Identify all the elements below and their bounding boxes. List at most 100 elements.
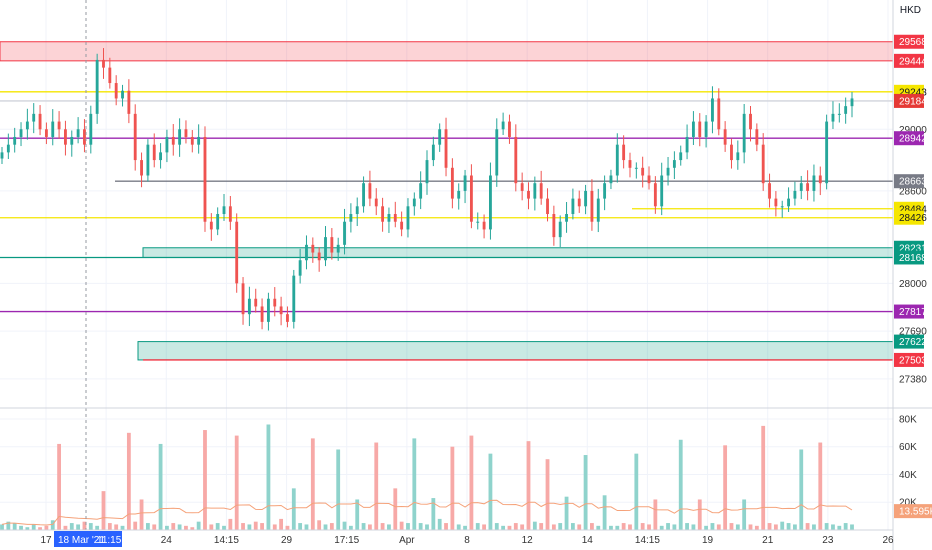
candle-body[interactable]: [723, 129, 727, 145]
zone-rect[interactable]: [137, 341, 894, 361]
candle-body[interactable]: [0, 152, 4, 159]
candle-body[interactable]: [241, 283, 245, 315]
candle-body[interactable]: [222, 206, 226, 215]
candle-body[interactable]: [368, 183, 372, 199]
candle-body[interactable]: [76, 129, 80, 137]
candle-body[interactable]: [197, 136, 201, 145]
candle-body[interactable]: [476, 221, 480, 223]
candle-body[interactable]: [850, 98, 854, 107]
candle-body[interactable]: [844, 106, 848, 114]
candle-body[interactable]: [577, 198, 581, 207]
candle-body[interactable]: [685, 136, 689, 153]
candle-body[interactable]: [6, 144, 10, 153]
candle-body[interactable]: [171, 136, 175, 145]
candle-body[interactable]: [571, 198, 575, 215]
candle-body[interactable]: [514, 136, 518, 184]
candle-body[interactable]: [603, 183, 607, 199]
candle-body[interactable]: [44, 129, 48, 137]
candle-body[interactable]: [260, 306, 264, 322]
candle-body[interactable]: [13, 136, 17, 145]
candle-body[interactable]: [266, 298, 270, 322]
candle-body[interactable]: [165, 136, 169, 153]
candle-body[interactable]: [311, 244, 315, 253]
candle-body[interactable]: [539, 183, 543, 199]
candle-body[interactable]: [184, 129, 188, 137]
candle-body[interactable]: [209, 221, 213, 230]
candle-body[interactable]: [317, 252, 321, 261]
candle-body[interactable]: [565, 214, 568, 222]
candle-body[interactable]: [590, 190, 594, 222]
candle-body[interactable]: [152, 144, 156, 161]
candle-body[interactable]: [400, 221, 404, 230]
candle-body[interactable]: [755, 129, 759, 145]
candle-body[interactable]: [837, 113, 841, 115]
candle-body[interactable]: [343, 221, 346, 245]
candle-body[interactable]: [25, 121, 29, 130]
candle-body[interactable]: [38, 113, 42, 130]
candle-body[interactable]: [691, 121, 695, 137]
candle-body[interactable]: [558, 221, 562, 238]
candle-body[interactable]: [419, 183, 423, 199]
candle-body[interactable]: [489, 175, 492, 230]
candle-body[interactable]: [228, 206, 232, 222]
candle-body[interactable]: [298, 260, 302, 276]
candle-body[interactable]: [742, 113, 746, 153]
candle-body[interactable]: [793, 190, 797, 199]
candle-body[interactable]: [355, 206, 359, 215]
candle-body[interactable]: [57, 121, 61, 130]
candle-body[interactable]: [444, 129, 448, 168]
candle-body[interactable]: [787, 198, 790, 207]
candle-body[interactable]: [768, 183, 771, 199]
candle-body[interactable]: [235, 221, 239, 284]
candle-body[interactable]: [190, 136, 194, 145]
candle-body[interactable]: [546, 198, 549, 215]
candle-body[interactable]: [393, 214, 397, 222]
candle-body[interactable]: [254, 298, 258, 307]
candle-body[interactable]: [799, 183, 803, 191]
candle-body[interactable]: [349, 214, 353, 222]
candle-body[interactable]: [32, 113, 36, 122]
candle-body[interactable]: [780, 206, 784, 208]
candle-body[interactable]: [431, 144, 435, 161]
candle-body[interactable]: [552, 214, 556, 238]
candle-body[interactable]: [324, 237, 327, 261]
candle-body[interactable]: [761, 144, 765, 184]
candle-body[interactable]: [812, 175, 816, 191]
candle-body[interactable]: [146, 144, 150, 176]
candle-body[interactable]: [825, 121, 829, 184]
candle-body[interactable]: [469, 175, 473, 222]
volume-axis[interactable]: 20K 40K 60K 80K 13.595K: [894, 414, 932, 519]
candle-body[interactable]: [64, 129, 67, 145]
candle-body[interactable]: [438, 129, 442, 145]
candle-body[interactable]: [698, 121, 702, 137]
candle-body[interactable]: [520, 183, 524, 191]
candle-body[interactable]: [653, 183, 657, 207]
candle-body[interactable]: [495, 129, 499, 176]
candle-body[interactable]: [381, 206, 385, 222]
candles[interactable]: [0, 48, 854, 331]
candle-body[interactable]: [140, 160, 143, 176]
candle-body[interactable]: [279, 306, 283, 315]
candle-body[interactable]: [336, 244, 340, 253]
candle-body[interactable]: [108, 67, 112, 84]
candle-body[interactable]: [178, 129, 182, 145]
candle-body[interactable]: [622, 144, 626, 161]
candle-body[interactable]: [457, 190, 461, 199]
candle-body[interactable]: [292, 275, 296, 322]
candle-body[interactable]: [615, 144, 619, 176]
candle-body[interactable]: [641, 167, 645, 176]
candle-body[interactable]: [482, 221, 486, 230]
candle-body[interactable]: [730, 144, 733, 161]
candle-body[interactable]: [70, 136, 74, 145]
candle-body[interactable]: [508, 121, 511, 137]
candle-body[interactable]: [533, 183, 537, 199]
candle-body[interactable]: [736, 152, 740, 161]
candle-body[interactable]: [51, 121, 55, 137]
candle-body[interactable]: [247, 298, 251, 315]
candle-body[interactable]: [412, 198, 416, 207]
candle-body[interactable]: [362, 183, 365, 207]
candle-body[interactable]: [711, 98, 714, 122]
candle-body[interactable]: [596, 198, 600, 222]
